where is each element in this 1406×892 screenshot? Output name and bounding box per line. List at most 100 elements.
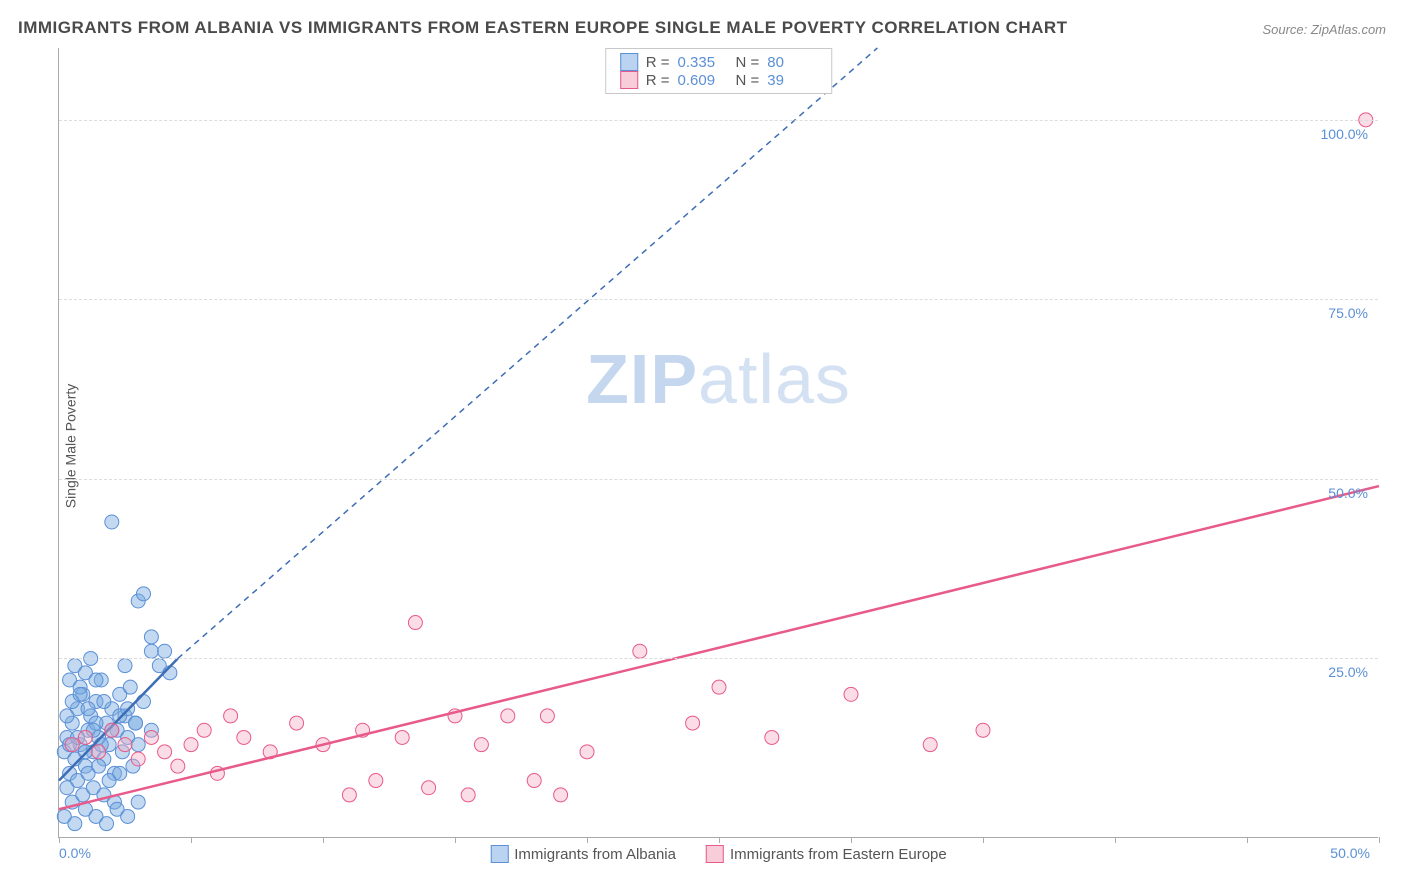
data-point-albania xyxy=(97,695,111,709)
gridline xyxy=(59,120,1378,121)
x-tick xyxy=(587,837,588,843)
data-point-eastern_europe xyxy=(369,774,383,788)
data-point-eastern_europe xyxy=(184,738,198,752)
y-tick-label: 25.0% xyxy=(1328,664,1368,680)
data-point-eastern_europe xyxy=(118,738,132,752)
data-point-eastern_europe xyxy=(78,730,92,744)
data-point-albania xyxy=(129,716,143,730)
x-tick xyxy=(851,837,852,843)
data-point-eastern_europe xyxy=(686,716,700,730)
gridline xyxy=(59,658,1378,659)
data-point-eastern_europe xyxy=(422,781,436,795)
legend-label-albania: Immigrants from Albania xyxy=(514,846,676,863)
r-label: R = xyxy=(646,72,670,89)
legend-item-albania: Immigrants from Albania xyxy=(490,845,676,863)
data-point-albania xyxy=(89,673,103,687)
data-point-albania xyxy=(121,809,135,823)
x-tick xyxy=(59,837,60,843)
data-point-albania xyxy=(100,817,114,831)
swatch-pink-icon xyxy=(620,71,638,89)
data-point-eastern_europe xyxy=(844,687,858,701)
data-point-eastern_europe xyxy=(633,644,647,658)
data-point-albania xyxy=(144,644,158,658)
x-tick-label: 0.0% xyxy=(59,845,91,861)
data-point-eastern_europe xyxy=(342,788,356,802)
data-point-albania xyxy=(144,630,158,644)
data-point-albania xyxy=(131,795,145,809)
x-tick xyxy=(983,837,984,843)
chart-title: IMMIGRANTS FROM ALBANIA VS IMMIGRANTS FR… xyxy=(18,18,1068,38)
x-tick xyxy=(1247,837,1248,843)
data-point-eastern_europe xyxy=(92,745,106,759)
x-tick xyxy=(455,837,456,843)
x-tick xyxy=(719,837,720,843)
data-point-eastern_europe xyxy=(224,709,238,723)
stat-row-1: R = 0.335 N = 80 xyxy=(620,53,818,71)
data-point-albania xyxy=(68,817,82,831)
data-point-eastern_europe xyxy=(197,723,211,737)
data-point-albania xyxy=(105,515,119,529)
source-attribution: Source: ZipAtlas.com xyxy=(1262,22,1386,37)
trend-line-extend-albania xyxy=(178,48,878,658)
data-point-eastern_europe xyxy=(501,709,515,723)
x-tick xyxy=(191,837,192,843)
n1-value: 80 xyxy=(767,54,817,71)
data-point-albania xyxy=(81,702,95,716)
data-point-albania xyxy=(113,766,127,780)
data-point-albania xyxy=(136,695,150,709)
data-point-eastern_europe xyxy=(580,745,594,759)
r1-value: 0.335 xyxy=(678,54,728,71)
n2-value: 39 xyxy=(767,72,817,89)
r-label: R = xyxy=(646,54,670,71)
data-point-albania xyxy=(118,659,132,673)
data-point-eastern_europe xyxy=(158,745,172,759)
data-point-eastern_europe xyxy=(765,730,779,744)
chart-svg xyxy=(59,48,1378,837)
data-point-eastern_europe xyxy=(144,730,158,744)
swatch-blue-icon xyxy=(620,53,638,71)
legend-item-eastern-europe: Immigrants from Eastern Europe xyxy=(706,845,947,863)
r2-value: 0.609 xyxy=(678,72,728,89)
y-tick-label: 75.0% xyxy=(1328,305,1368,321)
data-point-eastern_europe xyxy=(976,723,990,737)
data-point-eastern_europe xyxy=(474,738,488,752)
legend-label-eastern-europe: Immigrants from Eastern Europe xyxy=(730,846,947,863)
data-point-albania xyxy=(131,738,145,752)
data-point-eastern_europe xyxy=(237,730,251,744)
y-tick-label: 100.0% xyxy=(1321,126,1368,142)
x-tick xyxy=(323,837,324,843)
stat-row-2: R = 0.609 N = 39 xyxy=(620,71,818,89)
data-point-eastern_europe xyxy=(408,616,422,630)
x-tick xyxy=(1379,837,1380,843)
data-point-albania xyxy=(92,759,106,773)
x-tick-label: 50.0% xyxy=(1330,845,1370,861)
data-point-eastern_europe xyxy=(395,730,409,744)
data-point-albania xyxy=(136,587,150,601)
swatch-blue-icon xyxy=(490,845,508,863)
data-point-albania xyxy=(158,644,172,658)
data-point-albania xyxy=(123,680,137,694)
y-tick-label: 50.0% xyxy=(1328,485,1368,501)
gridline xyxy=(59,479,1378,480)
data-point-eastern_europe xyxy=(923,738,937,752)
x-tick xyxy=(1115,837,1116,843)
stat-legend: R = 0.335 N = 80 R = 0.609 N = 39 xyxy=(605,48,833,94)
x-axis-legend: Immigrants from Albania Immigrants from … xyxy=(490,845,946,863)
data-point-albania xyxy=(73,687,87,701)
data-point-eastern_europe xyxy=(712,680,726,694)
trend-line-eastern_europe xyxy=(59,486,1379,809)
data-point-eastern_europe xyxy=(461,788,475,802)
data-point-albania xyxy=(60,709,74,723)
n-label: N = xyxy=(736,54,760,71)
data-point-eastern_europe xyxy=(105,723,119,737)
data-point-eastern_europe xyxy=(540,709,554,723)
n-label: N = xyxy=(736,72,760,89)
data-point-eastern_europe xyxy=(290,716,304,730)
data-point-eastern_europe xyxy=(171,759,185,773)
data-point-eastern_europe xyxy=(527,774,541,788)
swatch-pink-icon xyxy=(706,845,724,863)
gridline xyxy=(59,299,1378,300)
plot-area: ZIPatlas R = 0.335 N = 80 R = 0.609 N = … xyxy=(58,48,1378,838)
data-point-eastern_europe xyxy=(554,788,568,802)
data-point-eastern_europe xyxy=(65,738,79,752)
